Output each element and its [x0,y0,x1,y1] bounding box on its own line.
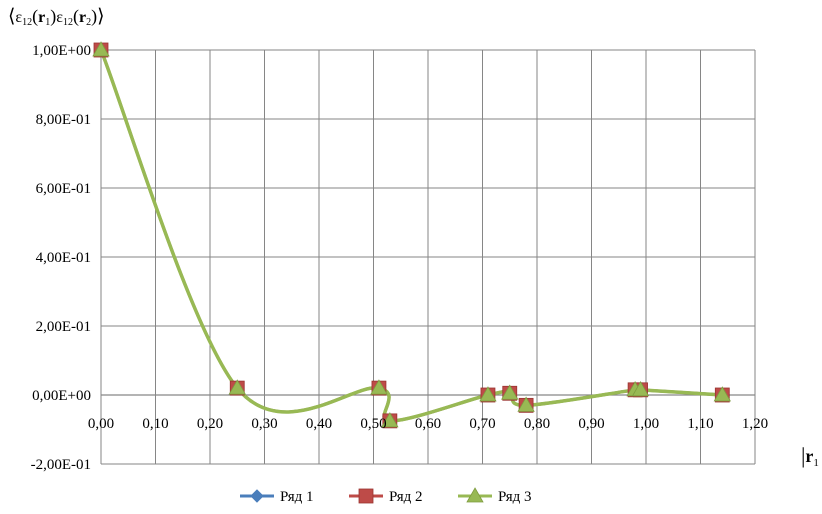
y-tick-label: -2,00E-01 [31,457,91,473]
x-tick-labels: 0,00 0,10 0,20 0,30 0,40 0,50 0,60 0,70 0,80 0,90… [88,416,768,432]
data-point-series-3 [713,386,731,402]
x-tick-label: 0,80 [524,416,550,432]
series-line-3 [99,49,723,423]
data-point-series-3 [370,379,388,395]
legend-marker-3 [466,487,484,503]
y-tick-label: 4,00E-01 [36,250,91,266]
y-tick-label: 1,00E+00 [32,43,91,59]
x-tick-label: 1,20 [742,416,768,432]
legend-label-2: Ряд 2 [389,489,423,505]
data-point-series-3 [381,412,399,428]
legend-label-3: Ряд 3 [498,489,532,505]
x-axis-label: |r1 [801,443,819,469]
legend-label-1: Ряд 1 [280,489,314,505]
series-line-2 [99,49,723,423]
data-point-series-3 [501,384,519,400]
y-tick-labels: 1,00E+00 8,00E-01 6,00E-01 4,00E-01 2,00E-01… [31,43,91,473]
data-point-series-3 [228,379,246,395]
data-point-series-3 [92,41,110,57]
legend: Ряд 1 Ряд 2 Ряд 3 [240,487,532,505]
y-tick-label: 0,00E+00 [32,388,91,404]
y-tick-label: 2,00E-01 [36,319,91,335]
x-tick-label: 0,30 [251,416,277,432]
x-tick-label: 0,60 [415,416,441,432]
data-point-series-3 [631,381,650,397]
x-tick-label: 0,90 [578,416,604,432]
series-line-1 [99,49,723,423]
series-markers [92,41,731,429]
x-tick-label: 1,10 [687,416,713,432]
grid-lines [100,49,756,465]
y-axis-label: ⟨ε12(r1)ε12(r2)⟩ [8,6,105,28]
x-tick-label: 1,00 [633,416,659,432]
series-curves [99,49,723,423]
x-tick-label: 0,70 [469,416,495,432]
y-tick-label: 6,00E-01 [36,181,91,197]
data-point-series-3 [517,396,535,412]
x-tick-label: 0,50 [360,416,386,432]
y-tick-label: 8,00E-01 [36,112,91,128]
x-tick-label: 0,00 [88,416,114,432]
data-point-series-3 [479,386,497,402]
x-tick-label: 0,20 [197,416,223,432]
x-tick-label: 0,40 [306,416,332,432]
legend-marker-2 [358,488,374,504]
x-tick-label: 0,10 [142,416,168,432]
legend-marker-1 [250,489,264,503]
